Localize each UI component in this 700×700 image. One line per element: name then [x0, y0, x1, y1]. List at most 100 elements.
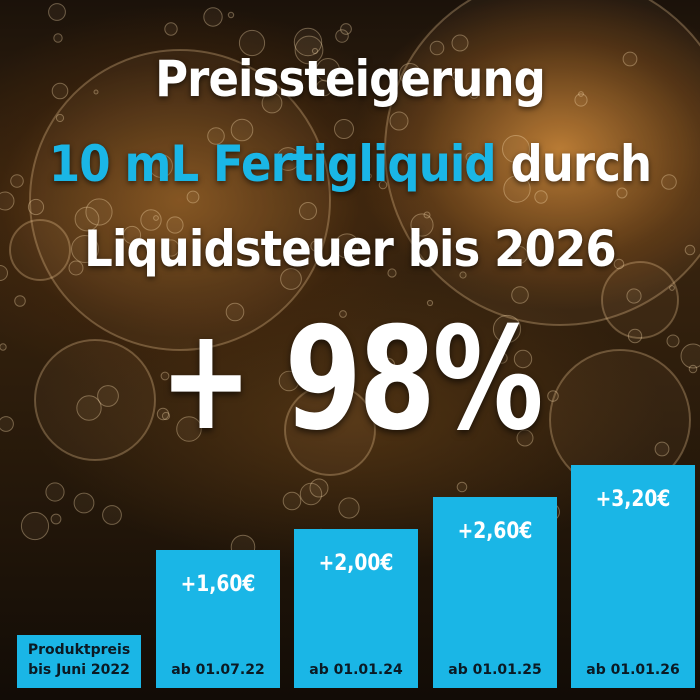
title-line-1-text: Preissteigerung: [155, 50, 546, 108]
bubble: [164, 22, 178, 36]
bubble: [186, 190, 200, 204]
bar-category-label-line: bis Juni 2022: [28, 662, 130, 678]
bubble: [389, 111, 409, 131]
bubble: [34, 339, 156, 461]
bubble: [578, 91, 584, 97]
bubble: [627, 328, 643, 344]
bubble: [459, 271, 467, 279]
bubble: [684, 244, 696, 256]
bubble: [626, 288, 642, 304]
bubble: [534, 190, 548, 204]
bubble: [9, 219, 71, 281]
bubble: [207, 127, 225, 145]
bubble: [366, 173, 372, 179]
bubble: [339, 310, 347, 318]
bubble: [496, 352, 508, 364]
bubble: [338, 497, 360, 519]
bubble: [50, 513, 62, 525]
bubble: [511, 286, 529, 304]
bubble: [53, 33, 63, 43]
bubble: [334, 119, 354, 139]
bubble: [280, 268, 302, 290]
bubble: [51, 82, 69, 100]
bubble: [380, 357, 396, 373]
bubble: [0, 416, 14, 432]
bubble: [225, 302, 245, 322]
bubble: [340, 23, 352, 35]
bubble: [282, 491, 302, 511]
bubble: [492, 314, 522, 344]
bubble: [423, 211, 431, 219]
bubble: [278, 370, 300, 392]
bubble: [293, 27, 323, 57]
bubble: [469, 89, 479, 99]
bubble: [316, 58, 340, 82]
bubble: [73, 492, 95, 514]
bubble: [71, 235, 99, 263]
bubble: [310, 240, 322, 252]
bar-category-label-3: ab 01.01.25: [433, 660, 557, 680]
bubble: [601, 261, 679, 339]
bar-0: [17, 635, 141, 688]
bubble: [503, 175, 531, 203]
title-accent-text: 10 mL Fertigliquid: [48, 135, 497, 193]
bubble: [616, 187, 628, 199]
bubble: [45, 482, 65, 502]
bubble: [238, 29, 266, 57]
title-line-1: Preissteigerung: [35, 50, 665, 108]
bubble: [574, 93, 588, 107]
bubble: [299, 202, 317, 220]
bubble: [509, 245, 529, 265]
bubble: [309, 478, 329, 498]
bubble: [516, 429, 534, 447]
bubble: [284, 384, 376, 476]
bubble: [203, 7, 223, 27]
headline-percentage: + 98%: [159, 297, 544, 462]
bubble: [465, 152, 475, 162]
bubble: [162, 239, 180, 257]
bubble: [14, 295, 26, 307]
bar-value-label-2: +2,00€: [318, 551, 394, 576]
bubble: [399, 63, 421, 85]
bubble: [547, 390, 559, 402]
bubble: [140, 209, 162, 231]
bubble: [29, 49, 331, 351]
bar-category-label-2: ab 01.01.24: [294, 660, 418, 680]
bubble: [451, 34, 469, 52]
bar-category-label-line: Produktpreis: [27, 642, 131, 658]
bubble: [661, 174, 677, 190]
bubble: [513, 349, 533, 369]
bar-value-label-1: +1,60€: [180, 572, 256, 597]
bubble: [85, 198, 113, 226]
bubble: [160, 371, 170, 381]
bubble: [161, 411, 171, 421]
bubble: [624, 145, 630, 151]
bar-3: [433, 497, 557, 688]
bubble: [122, 225, 142, 245]
bar-category-label-0: Produktpreis bis Juni 2022: [17, 640, 141, 680]
bar-category-label-line: ab 01.01.24: [309, 662, 403, 678]
title-line-3: Liquidsteuer bis 2026: [35, 220, 665, 278]
title-line-2-rest: durch: [495, 135, 652, 193]
title-line-2: 10 mL Fertigliquid durch: [35, 135, 665, 193]
bubble: [97, 385, 119, 407]
bubble: [669, 285, 675, 291]
bubble: [410, 213, 434, 237]
bubble: [27, 198, 45, 216]
bubble: [149, 154, 173, 178]
bubble: [666, 334, 680, 348]
bubble: [622, 51, 638, 67]
bubble: [55, 113, 65, 123]
bar-category-label-line: ab 01.01.25: [448, 662, 542, 678]
bubble: [384, 0, 700, 326]
bubble: [276, 147, 300, 171]
bubble: [261, 92, 283, 114]
bubble: [76, 395, 102, 421]
bubble: [387, 268, 397, 278]
bubble: [10, 174, 24, 188]
bubble: [0, 343, 7, 351]
bubble: [102, 505, 122, 525]
bubble: [613, 258, 625, 270]
bubble: [680, 343, 700, 369]
